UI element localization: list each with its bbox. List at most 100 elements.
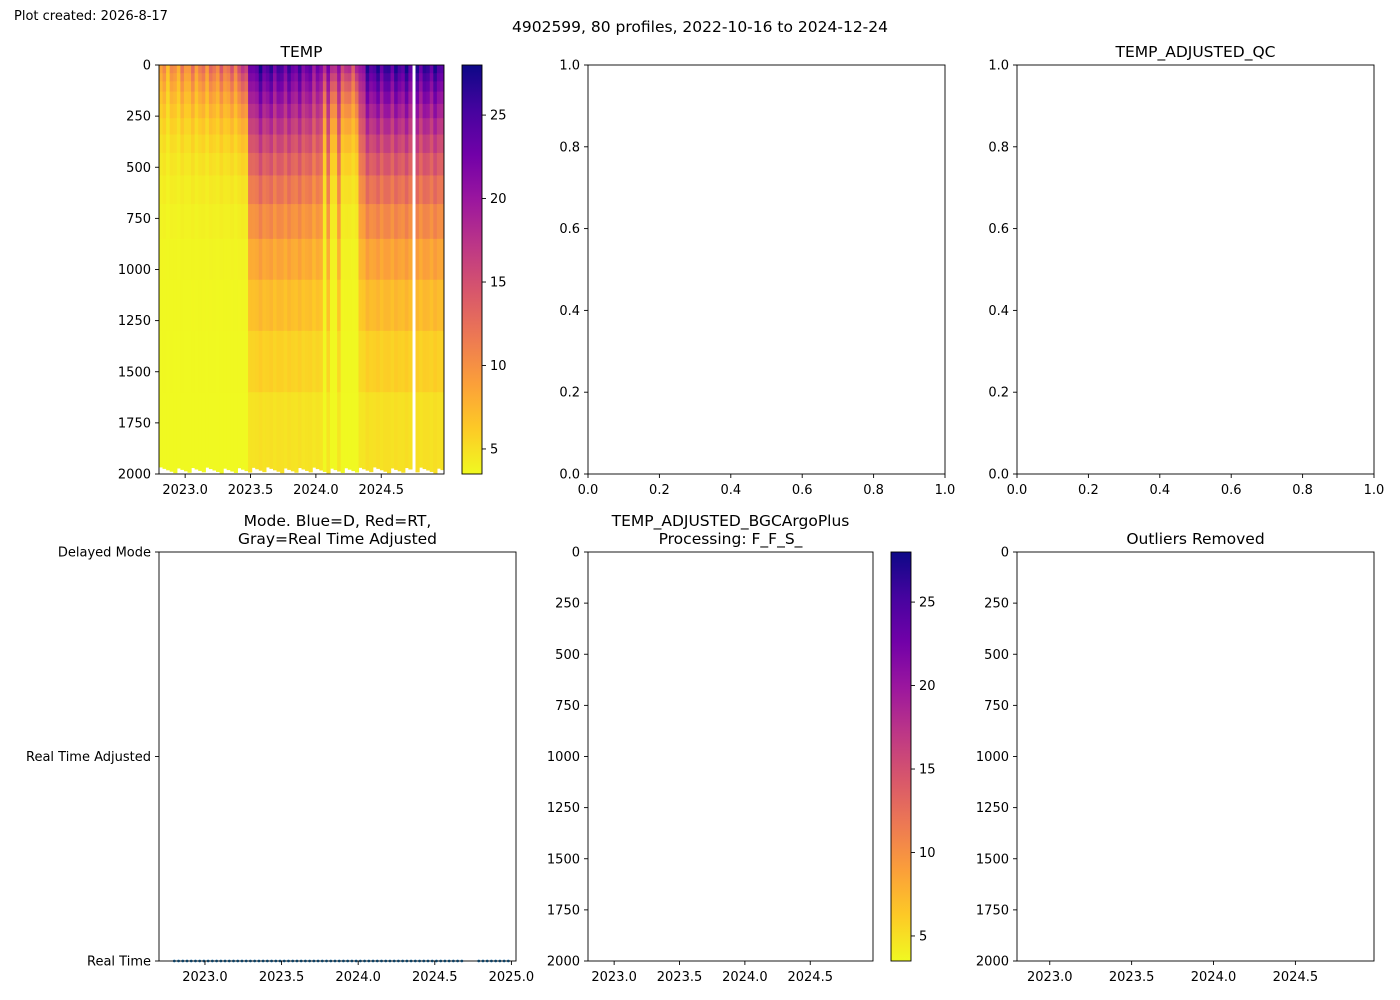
temp-cell	[376, 330, 381, 393]
temp-cell	[422, 175, 427, 205]
temp-cell	[347, 103, 352, 119]
temp-cell	[344, 103, 349, 119]
temp-cell	[198, 73, 203, 82]
temp-cell	[159, 134, 164, 154]
temp-cell	[194, 279, 199, 332]
temp-cell	[362, 152, 367, 177]
temp-cell	[294, 65, 299, 74]
temp-cell	[273, 91, 278, 105]
temp-cell	[354, 73, 360, 82]
temp-cell	[237, 103, 242, 119]
temp-profile	[408, 65, 413, 470]
temp-cell	[180, 65, 185, 74]
temp-cell	[358, 392, 363, 468]
temp-cell	[194, 152, 199, 177]
plot-created-note: Plot created: 2026-8-17	[14, 9, 168, 24]
temp-cell	[233, 330, 238, 393]
temp-cell	[436, 204, 442, 240]
temp-cell	[297, 238, 303, 281]
x-tick-label: 0.6	[792, 483, 813, 498]
y-tick-label: 0.4	[988, 304, 1009, 319]
temp-cell	[337, 392, 342, 472]
temp-cell	[262, 330, 267, 393]
temp-cell	[212, 81, 217, 93]
temp-cell	[344, 175, 349, 205]
temp-cell	[297, 279, 303, 332]
temp-cell	[333, 279, 338, 332]
temp-cell	[226, 238, 231, 281]
temp-cell	[205, 238, 210, 281]
temp-cell	[340, 118, 345, 136]
temp-cell	[166, 73, 171, 82]
temp-cell	[401, 175, 406, 205]
temp-cell	[191, 81, 196, 93]
temp-cell	[191, 134, 196, 154]
x-tick-label: 2023.0	[182, 970, 228, 985]
temp-cell	[248, 238, 253, 281]
y-tick-label: 1500	[976, 852, 1009, 867]
temp-cell	[351, 238, 356, 281]
temp-cell	[187, 118, 192, 136]
temp-cell	[372, 103, 377, 119]
temp-cell	[201, 392, 206, 473]
temp-cell	[244, 103, 249, 119]
colorbar-gradient	[461, 64, 483, 475]
temp-cell	[290, 330, 295, 393]
temp-cell	[269, 204, 274, 240]
colorbar-tick-label: 25	[490, 109, 507, 124]
temp-cell	[436, 152, 442, 177]
temp-cell	[315, 330, 320, 393]
temp-cell	[169, 134, 174, 154]
temp-cell	[208, 73, 214, 82]
temp-cell	[397, 118, 402, 136]
temp-cell	[194, 118, 199, 136]
temp-cell	[191, 91, 196, 105]
temp-cell	[173, 279, 178, 332]
temp-cell	[422, 65, 427, 74]
temp-cell	[330, 65, 335, 74]
temp-cell	[401, 330, 406, 393]
panel-mode: 2023.0 2023.5 2024.0 2024.5 2025.0 Real Time R…	[26, 512, 534, 985]
temp-cell	[166, 103, 171, 119]
temp-cell	[159, 152, 164, 177]
temp-cell	[297, 103, 303, 119]
temp-cell	[415, 238, 420, 281]
temp-cell	[183, 392, 189, 472]
temp-profile	[287, 65, 292, 470]
temp-cell	[194, 238, 199, 281]
temp-cell	[408, 118, 413, 136]
temp-cell	[216, 91, 221, 105]
temp-cell	[280, 81, 285, 93]
temp-cell	[208, 175, 214, 205]
temp-cell	[283, 204, 288, 240]
temp-cell	[365, 73, 370, 82]
temp-cell	[326, 152, 331, 177]
temp-cell	[429, 91, 434, 105]
x-tick-label: 0.4	[1149, 483, 1170, 498]
temp-cell	[312, 134, 317, 154]
temp-cell	[394, 73, 399, 82]
temp-cell	[426, 73, 431, 82]
temp-cell	[383, 81, 388, 93]
temp-cell	[233, 81, 238, 93]
temp-cell	[419, 392, 424, 468]
panel-title: Mode. Blue=D, Red=RT,	[244, 512, 432, 530]
temp-profile	[312, 65, 317, 468]
temp-cell	[326, 118, 331, 136]
temp-cell	[262, 118, 267, 136]
temp-cell	[258, 330, 263, 393]
temp-cell	[436, 91, 442, 105]
temp-cell	[180, 118, 185, 136]
temp-cell	[379, 103, 385, 119]
temp-cell	[436, 81, 442, 93]
temp-cell	[183, 91, 189, 105]
temp-cell	[326, 81, 331, 93]
temp-cell	[305, 134, 310, 154]
temp-cell	[273, 81, 278, 93]
temp-profile	[330, 65, 335, 469]
temp-cell	[226, 81, 231, 93]
temp-cell	[433, 330, 438, 393]
temp-cell	[315, 65, 320, 74]
temp-cell	[176, 73, 181, 82]
temp-cell	[397, 65, 402, 74]
